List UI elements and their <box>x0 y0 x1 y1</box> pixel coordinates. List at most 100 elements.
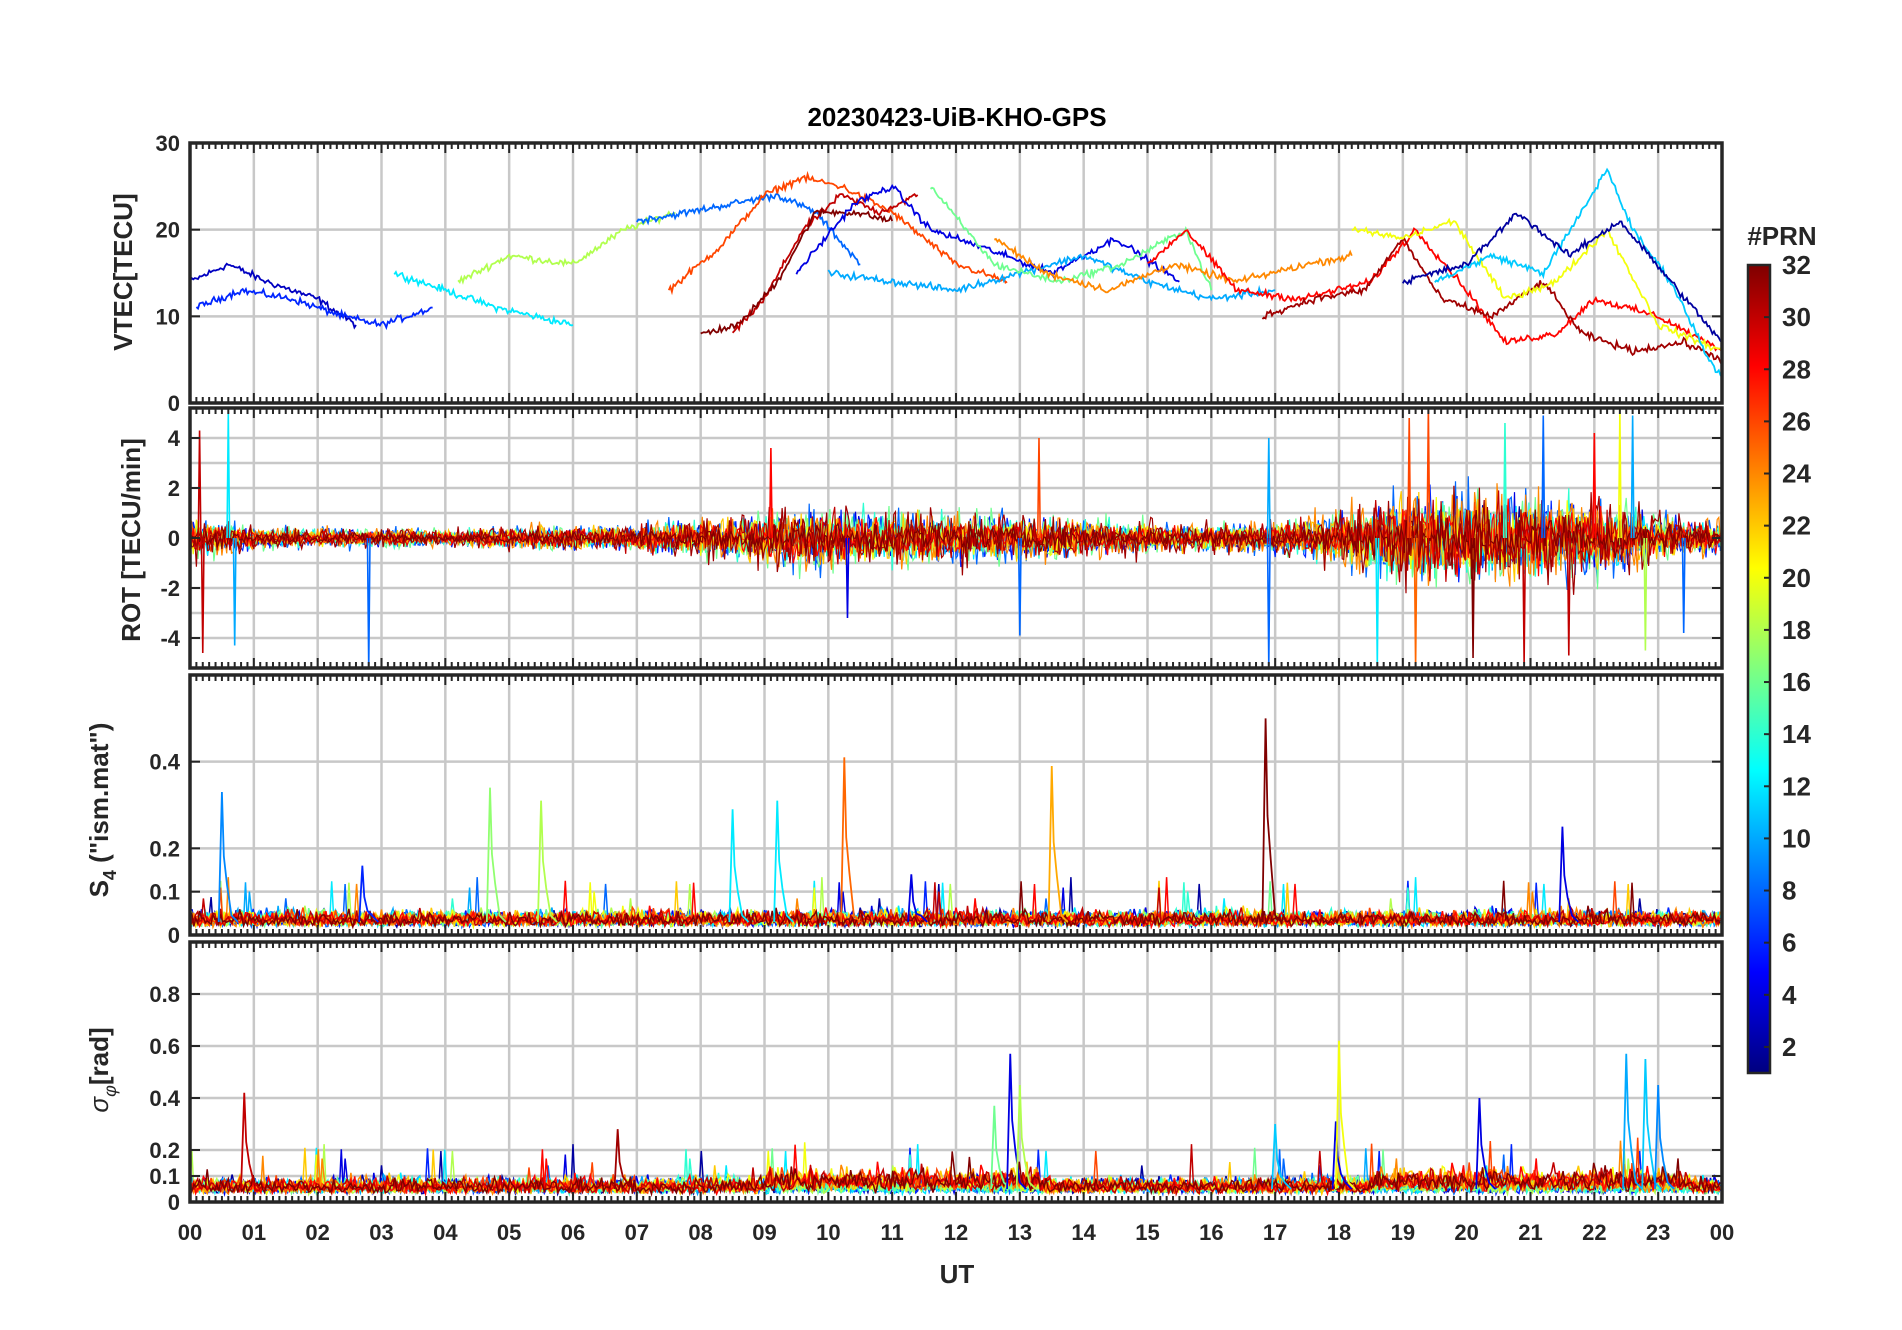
colorbar-tick-label: 6 <box>1782 928 1796 958</box>
series-line-prn-26 <box>667 170 1008 296</box>
index-spike <box>907 874 928 923</box>
sigma-y-label-main: σ <box>84 1096 114 1113</box>
x-tick-label: 05 <box>497 1220 521 1245</box>
sigma-y-label-rest: [rad] <box>84 1027 114 1085</box>
index-spike <box>613 1129 635 1190</box>
x-ticks <box>189 408 1723 668</box>
rot-spike <box>1017 537 1022 636</box>
colorbar-tick-label: 18 <box>1782 615 1811 645</box>
series-group <box>190 167 1722 378</box>
x-tick-label: 22 <box>1582 1220 1606 1245</box>
index-spike <box>1475 1097 1497 1190</box>
colorbar-tick-label: 12 <box>1782 771 1811 801</box>
rot-spike <box>1036 437 1042 539</box>
rot-spike <box>1413 537 1418 668</box>
series-line-prn-4 <box>795 183 1180 283</box>
vtec-y-label: VTEC[TECU] <box>108 193 138 350</box>
index-spike <box>240 1092 261 1190</box>
s4-y-label-sub: 4 <box>100 870 120 880</box>
series-line-prn-12 <box>393 270 574 327</box>
series-line-prn-32 <box>190 1151 1721 1197</box>
panel-s4: S4 ("ism.mat") 0.4 0.2 0.1 0 <box>84 673 1724 948</box>
index-spike <box>1654 1084 1675 1190</box>
series-line-prn-32 <box>700 206 894 336</box>
index-spike <box>990 1105 1011 1190</box>
rot-spike <box>232 537 237 646</box>
x-tick-label: 15 <box>1135 1220 1159 1245</box>
rot-spike <box>1502 422 1508 539</box>
index-spike <box>1271 1123 1292 1190</box>
index-spike <box>1334 1040 1356 1190</box>
sigma-y-label-sub: φ <box>100 1085 120 1097</box>
colorbar-tick-label: 20 <box>1782 563 1811 593</box>
x-tick-label: 17 <box>1263 1220 1287 1245</box>
x-tick-label: 13 <box>1008 1220 1032 1245</box>
s4-y-label-main: S <box>84 880 114 897</box>
x-tick-label: 09 <box>752 1220 776 1245</box>
colorbar-title: #PRN <box>1747 221 1816 251</box>
x-tick-label: 16 <box>1199 1220 1223 1245</box>
y-tick-label: 0.1 <box>149 880 180 905</box>
y-tick-label: 2 <box>168 476 180 501</box>
rot-spike <box>1566 537 1571 656</box>
y-tick-label: 0 <box>168 1190 180 1215</box>
y-tick-label: 0 <box>168 391 180 416</box>
y-tick-label: -2 <box>160 576 180 601</box>
rot-spike <box>1541 415 1546 539</box>
index-spike <box>1006 1053 1027 1190</box>
colorbar-tick-label: 4 <box>1782 980 1797 1010</box>
index-spike <box>1558 826 1580 923</box>
index-spike <box>728 809 750 923</box>
x-tick-label: 00 <box>178 1220 202 1245</box>
x-axis-label: UT <box>940 1259 975 1289</box>
rot-spike <box>1681 537 1686 634</box>
index-spike <box>1331 1121 1353 1190</box>
y-tick-label: 0.2 <box>149 1138 180 1163</box>
series-group <box>190 408 1722 668</box>
x-tick-label: 08 <box>688 1220 712 1245</box>
x-tick-label: 14 <box>1071 1220 1096 1245</box>
rot-spike <box>1643 537 1648 651</box>
index-spike <box>773 800 794 923</box>
y-tick-label: 0.4 <box>149 750 180 775</box>
colorbar-tick-label: 2 <box>1782 1032 1796 1062</box>
index-spike <box>358 865 379 923</box>
x-ticks <box>189 143 1723 403</box>
colorbar-tick-label: 30 <box>1782 302 1811 332</box>
rot-spike <box>366 537 371 668</box>
colorbar-tick-label: 32 <box>1782 250 1811 280</box>
series-group <box>190 1040 1721 1197</box>
rot-spike <box>1592 432 1597 539</box>
series-line-prn-8 <box>636 192 861 266</box>
x-tick-label: 11 <box>881 1220 904 1245</box>
x-tick-label: 07 <box>625 1220 649 1245</box>
x-tick-label: 02 <box>305 1220 329 1245</box>
series-line-prn-24 <box>993 237 1353 294</box>
y-tick-label: 0.6 <box>149 1034 180 1059</box>
index-spike <box>217 791 239 923</box>
index-spike <box>1261 718 1283 923</box>
series-line-prn-32 <box>190 509 1722 566</box>
y-tick-label: 4 <box>168 426 181 451</box>
series-line-prn-28 <box>1147 227 1722 352</box>
series-line-prn-3 <box>190 262 357 330</box>
y-tick-label: 0.4 <box>149 1086 180 1111</box>
y-tick-label: -4 <box>160 626 180 651</box>
y-tick-label: 0.2 <box>149 836 180 861</box>
index-spike <box>536 800 558 923</box>
series-line-prn-6 <box>195 286 433 331</box>
x-tick-label: 20 <box>1454 1220 1478 1245</box>
rot-spike <box>1426 408 1431 539</box>
y-tick-label: 30 <box>156 131 180 156</box>
x-tick-label: 23 <box>1646 1220 1670 1245</box>
index-spike <box>1622 1053 1643 1190</box>
index-spike <box>1015 1084 1037 1190</box>
series-line-prn-31 <box>1261 237 1722 364</box>
x-tick-label: 12 <box>944 1220 968 1245</box>
x-tick-label: 06 <box>561 1220 585 1245</box>
y-tick-label: 10 <box>156 304 180 329</box>
colorbar-tick-label: 24 <box>1782 459 1811 489</box>
rot-spike <box>845 537 850 619</box>
rot-spike <box>1266 437 1271 539</box>
y-tick-label: 0.8 <box>149 982 180 1007</box>
